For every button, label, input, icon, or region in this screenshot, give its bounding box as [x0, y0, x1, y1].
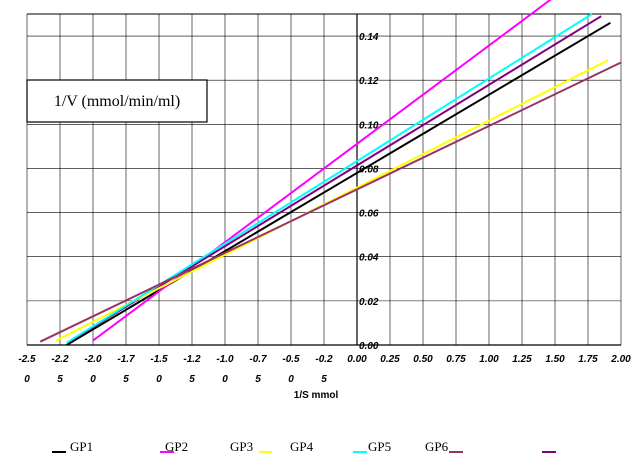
x-tick-label: -1.5 [150, 354, 168, 365]
x-tick-label-continued: 5 [123, 374, 129, 385]
y-tick-label: 0.06 [359, 209, 379, 220]
series-line-gp5 [66, 13, 593, 344]
x-tick-label-continued: 0 [288, 374, 294, 385]
x-tick-label: -1.0 [216, 354, 234, 365]
x-tick-label-continued: 0 [24, 374, 30, 385]
x-axis-ticks: -2.5 0 -2.2 5 -2.0 0 -1.7 5 -1.5 0 -1.2 5 -1.0 0 -0.7 5… [18, 354, 631, 385]
series-line-gp6 [39, 61, 622, 343]
x-tick-label-continued: 5 [255, 374, 261, 385]
y-tick-label: 0.12 [359, 76, 379, 87]
x-tick-label: 1.50 [545, 354, 565, 365]
legend-label: GP4 [290, 439, 314, 454]
x-tick-label: -2.5 [18, 354, 36, 365]
x-tick-label: -2.2 [51, 354, 69, 365]
y-tick-label: 0.08 [359, 164, 379, 175]
legend-label: GP6 [425, 439, 449, 454]
x-tick-label: -0.5 [282, 354, 300, 365]
x-tick-label: 2.00 [610, 354, 631, 365]
x-tick-label-continued: 5 [321, 374, 327, 385]
x-tick-label: -1.2 [183, 354, 201, 365]
x-tick-label-continued: 0 [156, 374, 162, 385]
x-tick-label: -2.0 [84, 354, 102, 365]
x-tick-label-continued: 5 [189, 374, 195, 385]
legend: GP1 GP2 GP3 GP4 GP5 GP6 [52, 439, 556, 454]
legend-label: GP2 [165, 439, 188, 454]
x-tick-label: 1.00 [479, 354, 499, 365]
legend-label: GP5 [368, 439, 391, 454]
y-tick-label: 0.04 [359, 253, 379, 264]
series-layer [39, 0, 622, 346]
legend-label: GP1 [70, 439, 93, 454]
y-tick-label: 0.14 [359, 32, 379, 43]
x-tick-label: -0.7 [249, 354, 267, 365]
legend-label: GP3 [230, 439, 253, 454]
y-tick-label: 0.02 [359, 297, 379, 308]
x-tick-label: 1.75 [578, 354, 598, 365]
x-tick-label: 0.75 [446, 354, 466, 365]
x-tick-label-continued: 0 [90, 374, 96, 385]
x-tick-label: -0.2 [315, 354, 333, 365]
x-tick-label: 1.25 [512, 354, 532, 365]
x-tick-label-continued: 5 [57, 374, 63, 385]
grid [26, 13, 622, 346]
series-line-gp3 [70, 15, 602, 342]
x-tick-label: -1.7 [117, 354, 135, 365]
y-axis-label: 1/V (mmol/min/ml) [54, 93, 180, 110]
x-axis-label: 1/S mmol [294, 390, 339, 401]
x-tick-label: 0.50 [413, 354, 433, 365]
x-tick-label: 0.00 [347, 354, 367, 365]
x-tick-label-continued: 0 [222, 374, 228, 385]
y-axis-label-box: 1/V (mmol/min/ml) [26, 79, 208, 123]
y-tick-label: 0.10 [359, 120, 379, 131]
y-axis-ticks: 0.00 0.02 0.04 0.06 0.08 0.10 0.12 0.14 [359, 32, 379, 352]
series-line-gp1 [66, 21, 611, 346]
x-tick-label: 0.25 [380, 354, 400, 365]
y-tick-label: 0.00 [359, 341, 379, 352]
